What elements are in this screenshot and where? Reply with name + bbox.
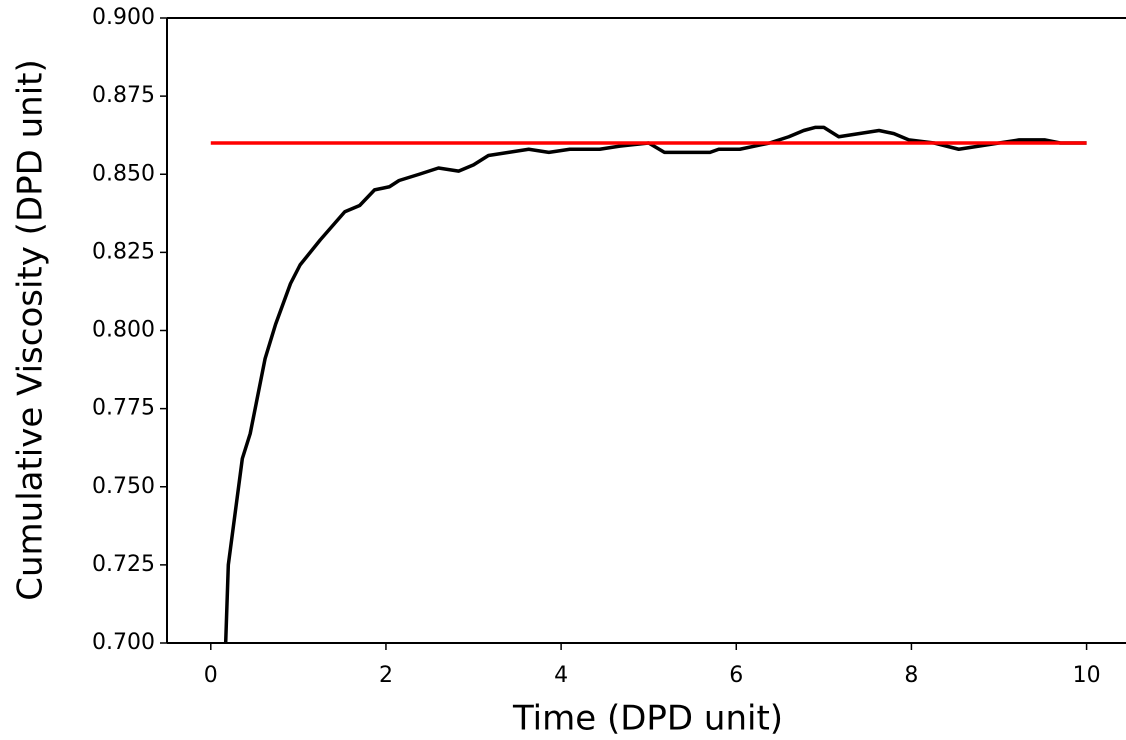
y-axis-label: Cumulative Viscosity (DPD unit) <box>11 59 51 601</box>
x-axis-label: Time (DPD unit) <box>512 699 783 739</box>
y-tick-label: 0.700 <box>92 630 155 655</box>
x-tick-label: 2 <box>379 663 393 688</box>
y-tick-label: 0.900 <box>92 5 155 30</box>
y-tick-label: 0.850 <box>92 161 155 186</box>
x-tick-label: 10 <box>1073 663 1101 688</box>
y-tick-label: 0.875 <box>92 83 155 108</box>
y-tick-label: 0.725 <box>92 552 155 577</box>
x-tick-label: 4 <box>554 663 568 688</box>
y-tick-label: 0.825 <box>92 239 155 264</box>
plot-area <box>210 125 1087 643</box>
y-tick-label: 0.775 <box>92 396 155 421</box>
x-tick-label: 0 <box>204 663 218 688</box>
x-tick-label: 6 <box>729 663 743 688</box>
y-tick-label: 0.800 <box>92 318 155 343</box>
x-tick-label: 8 <box>904 663 918 688</box>
y-tick-label: 0.750 <box>92 474 155 499</box>
data-line <box>223 125 1087 643</box>
